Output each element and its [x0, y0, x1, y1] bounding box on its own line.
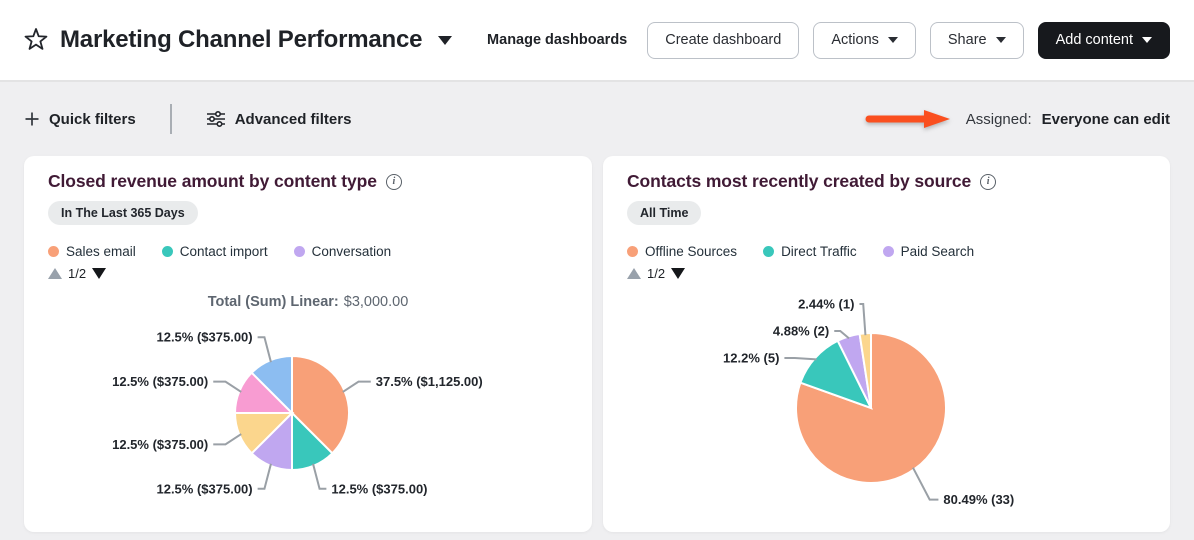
- time-range-badge: In The Last 365 Days: [48, 201, 198, 225]
- legend-swatch-icon: [161, 246, 173, 257]
- legend-item[interactable]: Direct Traffic: [763, 244, 857, 259]
- legend-item[interactable]: Paid Search: [882, 244, 975, 259]
- plus-icon: [25, 112, 39, 126]
- assigned-value[interactable]: Everyone can edit: [1041, 110, 1170, 128]
- total-label: Total (Sum) Linear:: [207, 294, 339, 310]
- legend-item[interactable]: Contact import: [161, 244, 268, 259]
- chart-legend: Offline Sources Direct Traffic Paid Search: [627, 244, 974, 259]
- advanced-filters-label: Advanced filters: [234, 110, 352, 128]
- info-icon[interactable]: [385, 173, 402, 190]
- pie-label-line: [834, 330, 850, 340]
- filter-divider: [169, 104, 172, 134]
- chevron-down-icon: [887, 37, 898, 43]
- info-icon[interactable]: [980, 173, 997, 190]
- assigned-label: Assigned:: [965, 110, 1032, 128]
- chart-legend: Sales email Contact import Conversation: [48, 244, 391, 259]
- filter-bar: Quick filters Advanced filters Assigned:…: [0, 82, 1194, 156]
- legend-label: Paid Search: [900, 244, 975, 259]
- pager-down-icon[interactable]: [92, 268, 107, 279]
- report-card-contacts-by-source: Contacts most recently created by source…: [603, 156, 1170, 532]
- legend-item[interactable]: Conversation: [293, 244, 392, 259]
- legend-swatch-icon: [763, 246, 775, 257]
- legend-pager: 1/2: [627, 266, 686, 281]
- pie-slice-label: 12.5% ($375.00): [156, 481, 252, 496]
- dashboard-grid: Closed revenue amount by content type In…: [0, 156, 1194, 532]
- manage-dashboards-link[interactable]: Manage dashboards: [487, 32, 628, 48]
- pie-label-line: [342, 380, 371, 393]
- pie-slice-label: 12.5% ($375.00): [156, 330, 252, 345]
- sliders-icon: [206, 111, 225, 127]
- add-content-button[interactable]: Add content: [1037, 21, 1170, 59]
- total-summary: Total (Sum) Linear: $3,000.00: [24, 294, 592, 310]
- page-title: Marketing Channel Performance: [60, 26, 423, 53]
- legend-swatch-icon: [48, 246, 59, 257]
- report-title[interactable]: Contacts most recently created by source: [627, 171, 972, 191]
- pie-label-line: [784, 357, 817, 361]
- top-bar: Marketing Channel Performance Manage das…: [0, 0, 1194, 82]
- legend-label: Direct Traffic: [781, 244, 857, 259]
- pager-up-icon[interactable]: [627, 268, 641, 279]
- legend-item[interactable]: Offline Sources: [627, 244, 737, 259]
- pie-slice-label: 2.44% (1): [798, 297, 854, 312]
- pie-label-line: [912, 467, 939, 501]
- title-chevron-down-icon[interactable]: [438, 35, 453, 45]
- add-content-label: Add content: [1055, 32, 1133, 48]
- dashboard-title-group[interactable]: Marketing Channel Performance: [24, 26, 453, 54]
- total-value: $3,000.00: [343, 294, 409, 310]
- create-dashboard-label: Create dashboard: [665, 32, 782, 48]
- pie-slice-label: 12.2% (5): [723, 351, 779, 366]
- share-button[interactable]: Share: [929, 21, 1024, 59]
- pager-page-indicator: 1/2: [647, 266, 666, 281]
- legend-swatch-icon: [627, 246, 638, 257]
- pie-label-line: [257, 336, 272, 363]
- quick-filters-button[interactable]: Quick filters: [24, 111, 136, 128]
- time-range-badge: All Time: [627, 201, 702, 225]
- legend-label: Offline Sources: [645, 244, 738, 259]
- report-title[interactable]: Closed revenue amount by content type: [48, 171, 377, 191]
- assigned-group: Assigned: Everyone can edit: [864, 108, 1170, 130]
- legend-label: Sales email: [66, 244, 136, 259]
- legend-label: Conversation: [311, 244, 392, 259]
- share-label: Share: [947, 32, 987, 48]
- pie-slice-label: 37.5% ($1,125.00): [376, 374, 483, 389]
- legend-label: Contact import: [179, 244, 268, 259]
- pie-chart-closed-revenue: 37.5% ($1,125.00) 12.5% ($375.00) 12.5% ($…: [112, 330, 483, 497]
- pie-label-line: [257, 463, 272, 490]
- pager-up-icon[interactable]: [48, 268, 62, 279]
- pie-slice-label: 80.49% (33): [943, 492, 1014, 507]
- legend-swatch-icon: [882, 246, 894, 257]
- pie-label-line: [859, 303, 867, 336]
- annotation-arrow-icon: [865, 110, 950, 128]
- pie-chart-contacts-by-source: 80.49% (33) 12.2% (5) 4.88% (2) 2.44% (1): [723, 297, 1014, 508]
- actions-label: Actions: [831, 32, 879, 48]
- legend-swatch-icon: [293, 246, 305, 257]
- favorite-star-icon[interactable]: [24, 28, 48, 52]
- create-dashboard-button[interactable]: Create dashboard: [647, 21, 800, 59]
- topbar-actions: Manage dashboards Create dashboard Actio…: [487, 21, 1170, 59]
- legend-item[interactable]: Sales email: [48, 244, 136, 259]
- pie-slice-label: 4.88% (2): [773, 324, 829, 339]
- pager-page-indicator: 1/2: [68, 266, 87, 281]
- pie-slice-label: 12.5% ($375.00): [112, 374, 208, 389]
- pie-label-line: [213, 433, 242, 446]
- pie-slice-label: 12.5% ($375.00): [112, 437, 208, 452]
- actions-button[interactable]: Actions: [813, 21, 916, 59]
- pie-slice-label: 12.5% ($375.00): [331, 481, 427, 496]
- pie-label-line: [312, 463, 327, 490]
- legend-pager: 1/2: [48, 266, 107, 281]
- advanced-filters-button[interactable]: Advanced filters: [206, 110, 352, 128]
- pager-down-icon[interactable]: [671, 268, 686, 279]
- pie-label-line: [213, 380, 242, 393]
- chevron-down-icon: [1142, 37, 1152, 43]
- quick-filters-label: Quick filters: [49, 110, 136, 128]
- chevron-down-icon: [995, 37, 1006, 43]
- report-card-closed-revenue: Closed revenue amount by content type In…: [24, 156, 592, 532]
